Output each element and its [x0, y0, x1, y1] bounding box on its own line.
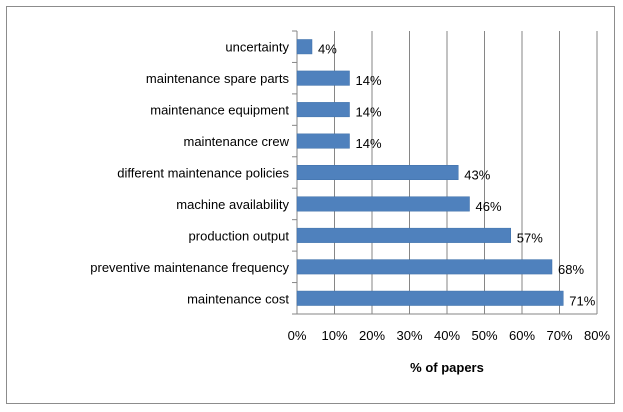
x-tick-label: 50%: [471, 328, 497, 343]
category-label: preventive maintenance frequency: [90, 260, 289, 275]
category-label: maintenance spare parts: [146, 71, 290, 86]
category-label: maintenance equipment: [150, 103, 289, 118]
bar: [297, 39, 312, 53]
x-tick-label: 40%: [434, 328, 460, 343]
x-tick-label: 70%: [546, 328, 572, 343]
category-label: uncertainty: [225, 40, 289, 55]
category-label: different maintenance policies: [117, 166, 289, 181]
data-label: 71%: [569, 293, 595, 308]
bar: [297, 260, 552, 274]
data-label: 43%: [464, 168, 490, 183]
data-label: 57%: [517, 230, 543, 245]
category-label: maintenance cost: [187, 291, 289, 306]
data-label: 14%: [356, 73, 382, 88]
x-tick-label: 20%: [359, 328, 385, 343]
category-label: machine availability: [176, 197, 289, 212]
bar: [297, 197, 470, 211]
bar: [297, 291, 563, 305]
category-label: maintenance crew: [184, 134, 290, 149]
bar: [297, 165, 458, 179]
category-label: production output: [189, 228, 290, 243]
x-tick-label: 30%: [396, 328, 422, 343]
bar: [297, 71, 350, 85]
data-label: 46%: [476, 199, 502, 214]
data-label: 14%: [356, 105, 382, 120]
bar: [297, 134, 350, 148]
x-axis-title: % of papers: [410, 360, 484, 375]
x-tick-label: 80%: [584, 328, 610, 343]
data-label: 14%: [356, 136, 382, 151]
x-tick-label: 10%: [321, 328, 347, 343]
data-label: 4%: [318, 42, 337, 57]
x-tick-label: 0%: [288, 328, 307, 343]
bar-chart: uncertainty maintenance spare parts mainte…: [7, 7, 616, 405]
category-labels: uncertainty maintenance spare parts mainte…: [90, 40, 289, 307]
bar: [297, 228, 511, 242]
x-tick-labels: 0% 10% 20% 30% 40% 50% 60% 70% 80%: [288, 328, 611, 343]
chart-frame: uncertainty maintenance spare parts mainte…: [6, 6, 615, 404]
x-tick-label: 60%: [509, 328, 535, 343]
bar: [297, 102, 350, 116]
data-label: 68%: [558, 262, 584, 277]
bars: [297, 39, 563, 305]
